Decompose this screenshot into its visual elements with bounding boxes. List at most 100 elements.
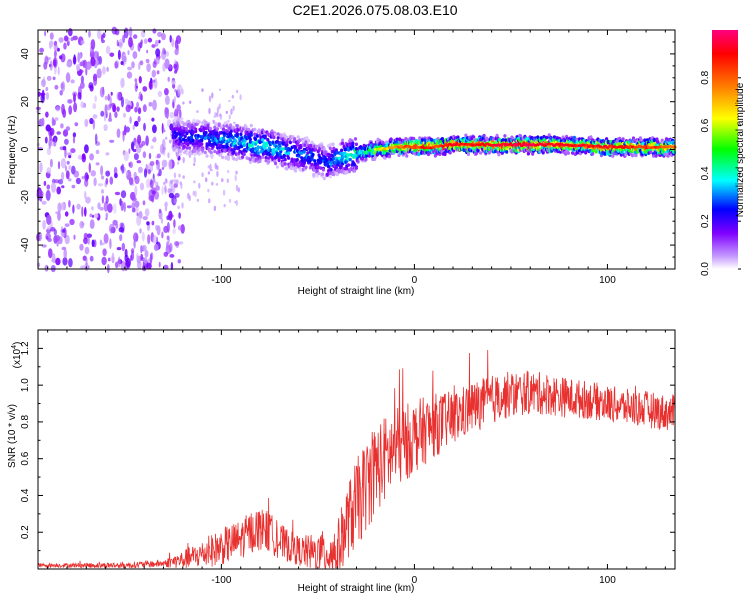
spectrogram-noise-cell (143, 38, 148, 44)
colorbar-tick-label: 0.6 (700, 118, 711, 132)
spectrogram-noise-cell (44, 56, 49, 65)
spectrogram-ridge-cell (420, 138, 424, 142)
spectrogram-noise-cell (160, 217, 164, 224)
spectrogram-noise-cell (85, 174, 90, 180)
spectrogram-noise-cell (146, 262, 152, 270)
spectrogram-noise-cell (57, 202, 62, 213)
spectrogram-ridge-cell (177, 124, 181, 128)
spectrogram-noise-cell (58, 178, 64, 185)
spectrogram-ridge-cell (213, 149, 217, 154)
spectrogram-noise-cell (149, 179, 154, 189)
spectrogram-noise-cell (148, 152, 152, 160)
spectrogram-ridge-cell (219, 153, 223, 157)
spectrogram-ridge-cell (611, 139, 616, 144)
spectrogram-noise-cell (213, 205, 217, 212)
spectrogram-noise-cell (162, 147, 165, 154)
spectrogram-ridge-cell (236, 128, 240, 132)
spectrogram-noise-cell (174, 48, 179, 56)
spectrogram-ridge-cell (187, 119, 191, 124)
spectrogram-noise-cell (61, 185, 65, 189)
spectrogram-ridge-cell (611, 154, 615, 158)
colorbar-tick-label: 0.0 (700, 262, 711, 276)
spectrogram-noise-cell (85, 256, 88, 267)
spectrogram-noise-cell (91, 214, 95, 218)
snr-xlabel: Height of straight line (km) (298, 583, 415, 594)
spectrogram-noise-cell (194, 190, 197, 198)
spectrogram-noise-cell (173, 63, 178, 69)
spectrogram-noise-cell (109, 95, 112, 106)
spectrogram-noise-cell (133, 34, 138, 39)
spectrogram-ridge-cell (228, 123, 233, 127)
spectrogram-noise-cell (161, 231, 164, 239)
spectrogram-noise-cell (72, 35, 78, 41)
spectrogram-noise-cell (235, 199, 238, 207)
spectrogram-noise-cell (233, 121, 236, 124)
spectrogram-noise-cell (142, 151, 147, 159)
spectrogram-noise-cell (235, 89, 239, 94)
spectrogram-noise-cell (145, 58, 150, 64)
spectrogram-noise-cell (39, 190, 44, 198)
spectrogram-noise-cell (141, 244, 147, 252)
spectrogram-ridge-cell (575, 140, 579, 144)
spectrogram-noise-cell (218, 103, 221, 110)
spectrogram-ridge-cell (208, 126, 213, 131)
spectrogram-noise-cell (113, 203, 117, 214)
spectrogram-noise-cell (136, 253, 139, 261)
spectrogram-noise-cell (127, 66, 133, 71)
spectrogram-ridge-cell (320, 172, 325, 176)
spectrogram-noise-cell (124, 124, 127, 136)
spectrogram-ridge-cell (474, 151, 478, 156)
spectrogram-noise-cell (87, 236, 90, 245)
spectrogram-noise-cell (146, 49, 149, 54)
spectrogram-noise-cell (122, 131, 125, 142)
spectrogram-ridge-cell (389, 137, 393, 141)
spectrogram-noise-cell (232, 105, 235, 111)
snr-exponent-prefix: (x10 (12, 348, 23, 368)
spectrogram-ridge-cell (285, 167, 289, 171)
spectrogram-ridge-cell (591, 152, 595, 156)
spectrogram-ridge-cell (329, 168, 333, 172)
spectrogram-noise-cell (209, 163, 212, 171)
spectrogram-noise-cell (41, 244, 47, 248)
spectrogram-ridge-cell (201, 147, 205, 151)
spectrogram-noise-cell (64, 223, 70, 228)
spectrogram-noise-cell (169, 34, 172, 43)
spectrogram-noise-cell (151, 220, 155, 226)
spectrogram-noise-cell (168, 64, 172, 70)
snr-x-tick-label: -100 (211, 575, 231, 586)
spectrogram-noise-cell (55, 257, 61, 266)
spectrogram-ridge-cell (281, 147, 285, 151)
spectrogram-noise-cell (45, 124, 51, 132)
spectrogram-noise-cell (131, 141, 135, 151)
spectrogram-ridge-cell (182, 144, 186, 149)
spectrogram-ridge-cell (200, 142, 204, 146)
spectrogram-ridge-cell (241, 155, 245, 159)
spectrogram-noise-cell (131, 207, 136, 213)
spectrogram-noise-cell (84, 144, 89, 154)
spectrogram-ridge-cell (285, 143, 289, 147)
snr-x-tick-label: 0 (412, 575, 418, 586)
spectrogram-noise-cell (77, 154, 83, 160)
spectrogram-noise-cell (168, 159, 173, 170)
spectrogram-ridge-cell (301, 139, 305, 144)
spectrogram-ridge-cell (296, 135, 300, 139)
spectrogram-noise-cell (69, 218, 75, 226)
spectrogram-ridge-cell (656, 140, 660, 144)
spectrogram-noise-cell (168, 192, 174, 199)
spectrogram-noise-cell (66, 61, 72, 68)
spectrogram-ridge-cell (426, 152, 431, 156)
spectrogram-ridge-cell (339, 151, 343, 156)
spectrogram-ridge-cell (213, 125, 217, 130)
spectrogram-noise-cell (66, 160, 70, 165)
spectrogram-noise-cell (164, 206, 168, 212)
spectrogram-noise-cell (120, 200, 125, 212)
spectrogram-noise-cell (80, 101, 84, 109)
spectrogram-noise-cell (219, 114, 223, 120)
spectrogram-noise-cell (76, 65, 81, 72)
spectrogram-ridge-cell (547, 133, 551, 137)
spectrogram-ridge-cell (206, 123, 210, 128)
spectrogram-noise-cell (142, 86, 148, 92)
spectrogram-noise-cell (157, 173, 160, 177)
spectrogram-noise-cell (76, 203, 81, 210)
spectrogram-noise-cell (92, 103, 97, 110)
